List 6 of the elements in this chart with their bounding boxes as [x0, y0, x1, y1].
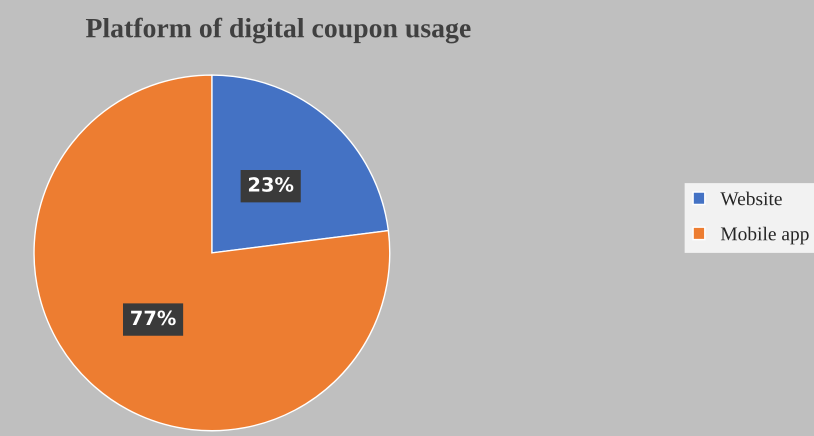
data-label: 77% [131, 310, 176, 326]
pie-slice [33, 74, 390, 432]
legend-label: Mobile app [720, 226, 809, 244]
legend-label: Website [720, 192, 782, 206]
data-label: 23% [248, 177, 294, 192]
chart-title: Platform of digital coupon usage [86, 18, 471, 44]
